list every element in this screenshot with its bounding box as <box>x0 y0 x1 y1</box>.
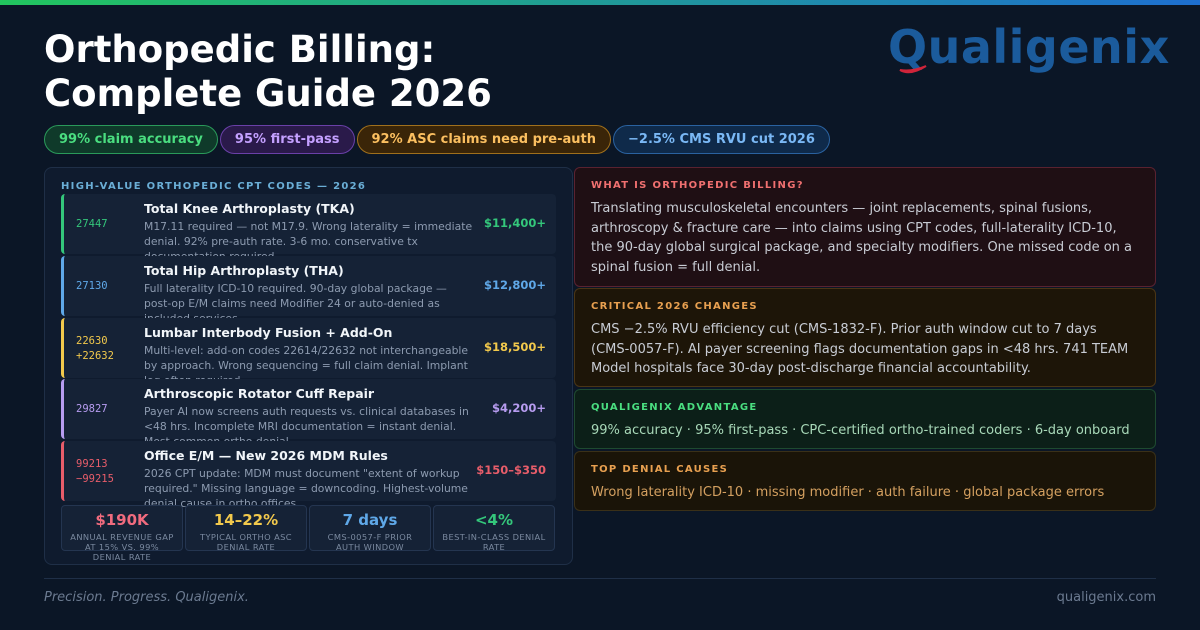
stat-label: ANNUAL REVENUE GAP AT 15% VS. 99% DENIAL… <box>70 532 174 562</box>
code-row: 99213 −99215 Office E/M — New 2026 MDM Rul… <box>61 441 556 510</box>
top-bar <box>0 0 1200 5</box>
title: Orthopedic Billing: Complete Guide 2026 <box>44 28 492 116</box>
code-line: −99215 <box>76 473 114 486</box>
cpt-code: 29827 <box>76 402 108 417</box>
stat-label: CMS-0057-F PRIOR AUTH WINDOW <box>327 532 413 552</box>
code-line: 27130 <box>76 279 108 292</box>
info-panel: CRITICAL 2026 CHANGES CMS −2.5% RVU effic… <box>574 288 1156 387</box>
code-name: Total Knee Arthroplasty (TKA) <box>144 201 355 216</box>
stat-card: $190K ANNUAL REVENUE GAP AT 15% VS. 99% D… <box>61 505 183 562</box>
footer-url: qualigenix.com <box>1056 590 1156 605</box>
code-line: 27447 <box>76 218 108 230</box>
stat-card: 7 days CMS-0057-F PRIOR AUTH WINDOW <box>309 505 431 552</box>
brand-logo: Qualigenix <box>888 20 1170 74</box>
logo-swoosh <box>899 65 927 74</box>
code-price: $4,200+ <box>491 401 546 416</box>
badge-row: 99% claim accuracy 95% first-pass 92% ASC … <box>44 125 830 154</box>
code-price: $11,400+ <box>483 216 546 230</box>
code-name: Arthroscopic Rotator Cuff Repair <box>144 386 375 402</box>
badge: 92% ASC claims need pre-auth <box>356 125 611 154</box>
cpt-code: 22630 +22632 <box>76 334 114 364</box>
panel-text: Wrong laterality ICD-10 · missing modifi… <box>591 485 1105 500</box>
code-price: $12,800+ <box>483 277 546 292</box>
info-panel: WHAT IS ORTHOPEDIC BILLING? Translating m… <box>574 167 1156 287</box>
code-line: 29827 <box>76 403 108 416</box>
info-panel: TOP DENIAL CAUSES Wrong laterality ICD-10… <box>574 451 1156 511</box>
tagline: Precision. Progress. Qualigenix. <box>44 590 249 605</box>
footer-rule <box>44 578 1156 579</box>
code-line: 22630 <box>76 334 108 347</box>
code-name: Office E/M — New 2026 MDM Rules <box>144 448 388 464</box>
title-line: Complete Guide 2026 <box>44 72 492 115</box>
stat-label: TYPICAL ORTHO ASC DENIAL RATE <box>199 532 293 552</box>
stat-value: $190K <box>95 511 149 529</box>
codes-title: HIGH-VALUE ORTHOPEDIC CPT CODES — 2026 <box>61 181 367 192</box>
code-row: 27130 Total Hip Arthroplasty (THA) Full la… <box>61 255 556 325</box>
panel-title: WHAT IS ORTHOPEDIC BILLING? <box>591 180 804 191</box>
badge: 99% claim accuracy <box>44 125 218 154</box>
stat-value: 14–22% <box>213 511 279 529</box>
code-price: $18,500+ <box>483 339 546 354</box>
title-line: Orthopedic Billing: <box>44 28 436 71</box>
cpt-code: 27130 <box>76 279 108 294</box>
stat-card: 14–22% TYPICAL ORTHO ASC DENIAL RATE <box>185 505 307 552</box>
panel-title: QUALIGENIX ADVANTAGE <box>591 402 758 413</box>
stat-label: BEST-IN-CLASS DENIAL RATE <box>442 532 546 552</box>
code-row: 27447 Total Knee Arthroplasty (TKA) M17.11… <box>61 194 556 263</box>
panel-title: TOP DENIAL CAUSES <box>591 464 729 475</box>
code-line: 99213 <box>76 458 108 471</box>
stat-card: <4% BEST-IN-CLASS DENIAL RATE <box>433 505 555 552</box>
panel-text: Translating musculoskeletal encounters —… <box>591 201 1133 275</box>
code-row: 29827 Arthroscopic Rotator Cuff Repair Pay… <box>61 379 556 448</box>
cpt-code: 99213 −99215 <box>76 457 114 487</box>
panel-text: 99% accuracy · 95% first-pass · CPC-cert… <box>591 423 1130 438</box>
code-line: +22632 <box>76 349 114 362</box>
cpt-code: 27447 <box>76 217 108 232</box>
code-name: Total Hip Arthroplasty (THA) <box>144 262 344 278</box>
badge: 95% first-pass <box>219 125 355 154</box>
code-name: Lumbar Interbody Fusion + Add-On <box>144 324 393 340</box>
panel-title: CRITICAL 2026 CHANGES <box>591 301 758 312</box>
code-price: $150–$350 <box>476 463 546 478</box>
stat-value: <4% <box>474 511 514 529</box>
badge: −2.5% CMS RVU cut 2026 <box>613 125 830 154</box>
code-row: 22630 +22632 Lumbar Interbody Fusion + Add… <box>61 317 556 387</box>
stat-value: 7 days <box>342 511 398 529</box>
panel-text: CMS −2.5% RVU efficiency cut (CMS-1832-F… <box>591 322 1129 376</box>
code-description: M17.11 required — not M17.9. Wrong later… <box>144 220 473 263</box>
info-panel: QUALIGENIX ADVANTAGE 99% accuracy · 95% f… <box>574 389 1156 449</box>
